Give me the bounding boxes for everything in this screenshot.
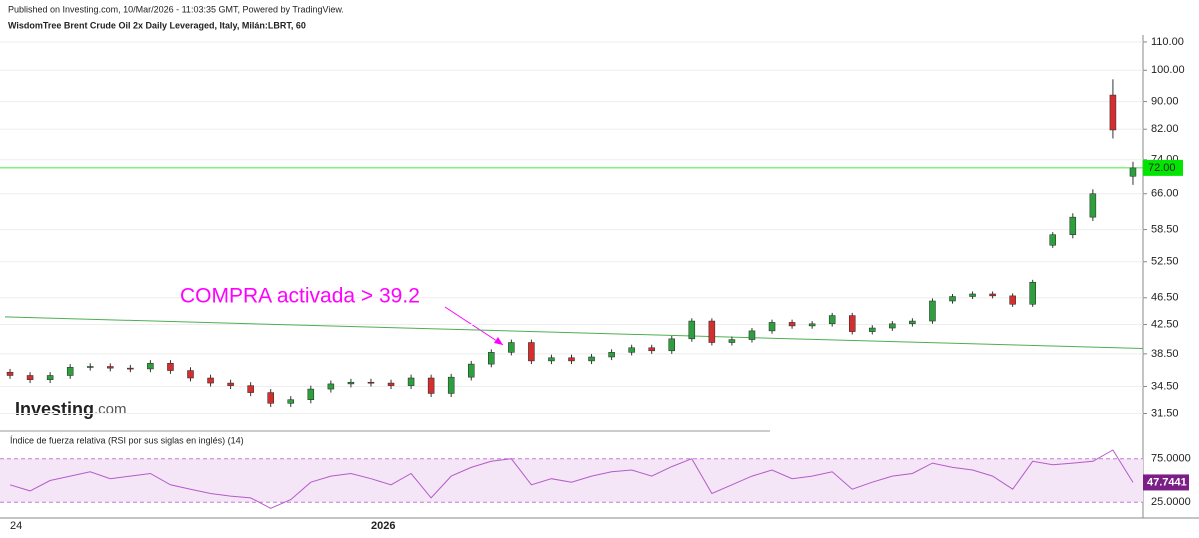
candle-body [447,376,455,394]
candle-body [46,375,54,380]
candle-body [1049,234,1057,246]
x-tick-label: 2026 [371,520,395,532]
candle-body [407,377,415,386]
candle-body [427,377,435,394]
candle-body [688,320,696,340]
candle-body [387,382,395,386]
y-tick-label: 52.50 [1151,256,1179,268]
candle-body [267,392,274,404]
y-tick-label: 31.50 [1151,407,1179,419]
trendline [4,316,1144,350]
candle-body [828,315,836,325]
candle-body [969,293,976,297]
candle-body [848,315,856,332]
candle-body [909,320,916,325]
candle-body [127,367,134,370]
instrument-title: WisdomTree Brent Crude Oil 2x Daily Leve… [8,20,306,30]
candle-body [869,327,876,332]
published-note: Published on Investing.com, 10/Mar/2026 … [8,4,344,14]
candle-body [247,385,254,393]
arrow-head [494,337,503,345]
candle-body [187,370,194,379]
annotation-arrow [444,306,504,346]
candle-body [1029,281,1036,305]
y-tick-label: 58.50 [1151,223,1179,235]
logo-name: Investing [15,399,94,419]
candle-body [588,356,595,362]
candle-body [568,357,575,362]
candle-body [548,357,555,362]
y-tick-label: 82.00 [1151,123,1179,135]
candle-body [327,383,335,390]
candle-body [1129,167,1137,177]
rsi-line [9,449,1134,509]
rsi-value-label: 47.7441 [1147,476,1187,488]
candle-body [86,366,94,368]
candle-body [929,300,936,322]
x-tick-label: 24 [10,520,22,532]
candle-body [167,363,174,371]
candle-body [668,338,676,352]
candle-body [608,352,615,358]
y-tick-label: 42.50 [1151,318,1179,330]
candle-body [227,382,234,386]
candle-body [1089,193,1097,218]
candle-body [467,363,475,378]
candle-body [708,320,716,343]
candle-body [808,323,816,327]
y-tick-label: 75.0000 [1151,453,1191,465]
candle-body [107,366,114,369]
candle-body [26,375,34,380]
candle-body [889,323,896,329]
candle-body [287,399,295,404]
candle-body [528,342,535,362]
candle-body [207,377,214,384]
logo: Investing.com [15,399,127,419]
rsi-title: Índice de fuerza relativa (RSI por sus s… [10,435,244,445]
candle-body [307,388,315,400]
y-tick-label: 90.00 [1151,95,1179,107]
y-tick-label: 38.50 [1151,348,1179,360]
logo-suffix: .com [94,401,127,418]
y-tick-label: 110.00 [1151,36,1184,48]
y-tick-label: 100.00 [1151,64,1185,76]
y-tick-label: 34.50 [1151,380,1179,392]
candle-body [1109,94,1117,131]
candle-body [488,352,495,365]
rsi-band [0,458,1143,503]
candle-body [1069,216,1077,235]
rsi-value-box [1143,474,1189,491]
y-tick-label: 66.00 [1151,188,1179,200]
candle-body [347,381,355,385]
candle-body [748,330,756,340]
candle-body [949,296,956,302]
candle-body [788,322,796,327]
candle-body [648,347,655,352]
candle-body [728,339,736,343]
candle-body [6,371,14,376]
price-label: 72.00 [1148,162,1176,174]
candle-body [147,363,154,370]
candle-body [367,381,375,384]
y-tick-label: 25.0000 [1151,496,1191,508]
price-label-box [1143,159,1183,176]
candle-body [989,293,996,297]
candle-body [66,367,74,376]
annotation: COMPRA activada > 39.2 [180,285,420,308]
y-tick-label: 46.50 [1151,292,1179,304]
candle-body [508,342,515,353]
candle-body [1009,295,1016,305]
candle-body [768,322,776,332]
candle-body [628,347,635,353]
